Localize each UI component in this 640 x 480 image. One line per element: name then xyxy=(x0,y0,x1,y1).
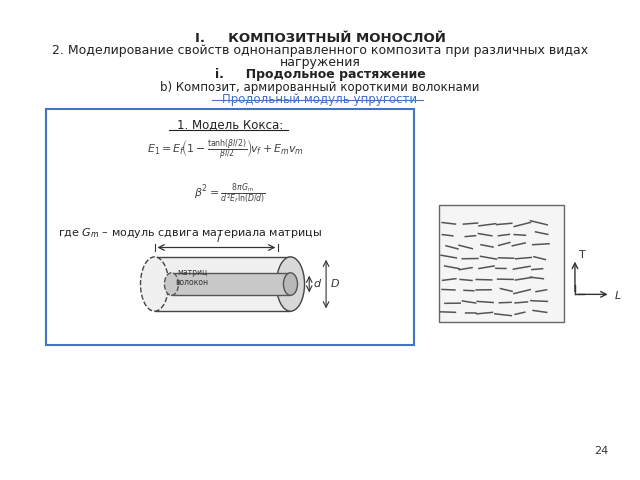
Bar xyxy=(46,109,413,345)
Text: волокон: волокон xyxy=(175,277,208,287)
Text: l: l xyxy=(216,234,220,244)
Bar xyxy=(439,205,564,323)
Text: где $G_m$ – модуль сдвига материала матрицы: где $G_m$ – модуль сдвига материала матр… xyxy=(58,226,321,240)
Text: $\beta^2 = \frac{8\pi G_m}{d^2 E_f \ln(D/d)}$: $\beta^2 = \frac{8\pi G_m}{d^2 E_f \ln(D… xyxy=(194,182,266,207)
Text: b) Композит, армированный короткими волокнами: b) Композит, армированный короткими воло… xyxy=(160,81,480,94)
Ellipse shape xyxy=(164,273,179,295)
Text: матриц: матриц xyxy=(177,268,207,277)
Text: 1. Модель Кокса:: 1. Модель Кокса: xyxy=(177,118,283,131)
Text: i.     Продольное растяжение: i. Продольное растяжение xyxy=(214,69,426,82)
Ellipse shape xyxy=(141,257,168,311)
Text: 2. Моделирование свойств однонаправленного композита при различных видах: 2. Моделирование свойств однонаправленно… xyxy=(52,44,588,57)
Text: нагружения: нагружения xyxy=(280,56,360,69)
Ellipse shape xyxy=(284,273,298,295)
Text: I.     КОМПОЗИТНЫЙ МОНОСЛОЙ: I. КОМПОЗИТНЫЙ МОНОСЛОЙ xyxy=(195,32,445,45)
Text: Продольный модуль упругости: Продольный модуль упругости xyxy=(223,93,417,106)
Text: 24: 24 xyxy=(594,445,608,456)
Text: d: d xyxy=(314,279,321,289)
Bar xyxy=(155,257,291,311)
Ellipse shape xyxy=(276,257,305,311)
Text: T: T xyxy=(579,250,586,260)
Text: L: L xyxy=(614,291,621,301)
Bar xyxy=(172,273,291,295)
Text: $E_1 = E_f \!\left(1 - \frac{\tanh(\beta l/2)}{\beta l/2}\right)\! v_f + E_m v_m: $E_1 = E_f \!\left(1 - \frac{\tanh(\beta… xyxy=(147,137,304,162)
Text: D: D xyxy=(331,279,339,289)
